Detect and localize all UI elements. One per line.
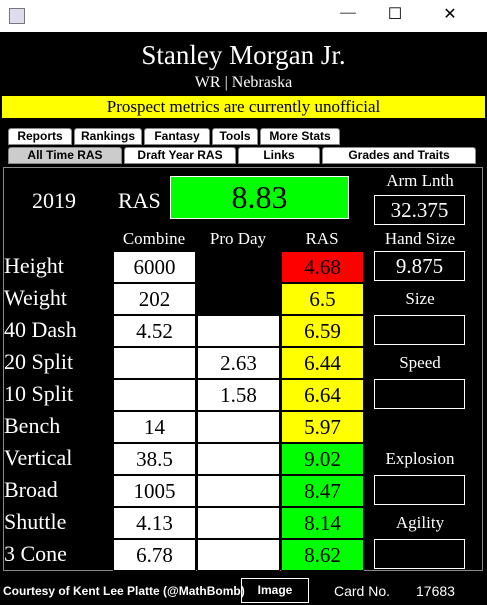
combine-cell: 14 xyxy=(113,411,196,443)
tab[interactable]: More Stats xyxy=(260,128,340,145)
ras-cell: 6.59 xyxy=(281,315,364,347)
title-bar: — ☐ ✕ xyxy=(0,0,487,32)
ras-cell: 5.97 xyxy=(281,411,364,443)
combine-cell: 1005 xyxy=(113,475,196,507)
row-label: 20 Split xyxy=(4,349,74,374)
tab[interactable]: Draft Year RAS xyxy=(124,147,236,164)
image-button[interactable]: Image xyxy=(241,578,309,603)
grade-box xyxy=(374,379,465,409)
ras-cell: 8.47 xyxy=(281,475,364,507)
column-header: RAS xyxy=(305,229,339,248)
grade-label: Agility xyxy=(395,513,445,532)
row-label: Weight xyxy=(4,285,67,310)
tab[interactable]: Reports xyxy=(8,128,72,145)
tab[interactable]: All Time RAS xyxy=(8,147,122,164)
combine-cell: 6000 xyxy=(113,251,196,283)
minimize-button[interactable]: — xyxy=(340,4,356,21)
row-label: Height xyxy=(4,253,64,278)
grade-label: Speed xyxy=(399,353,441,372)
tab[interactable]: Links xyxy=(238,147,320,164)
banner: Prospect metrics are currently unofficia… xyxy=(2,96,485,118)
row-label: Bench xyxy=(4,413,61,438)
ras-cell: 8.14 xyxy=(281,507,364,539)
row-label: Shuttle xyxy=(4,509,67,534)
app-icon xyxy=(9,8,25,24)
close-button[interactable]: ✕ xyxy=(443,6,457,23)
combine-cell: 4.52 xyxy=(113,315,196,347)
combine-cell xyxy=(113,379,196,411)
pro-day-cell xyxy=(197,283,280,315)
tab[interactable]: Grades and Traits xyxy=(322,147,476,164)
tab[interactable]: Fantasy xyxy=(144,128,210,145)
row-label: Broad xyxy=(4,477,58,502)
grade-label: Size xyxy=(405,289,435,308)
pro-day-cell xyxy=(197,315,280,347)
ras-cell: 4.68 xyxy=(281,251,364,283)
player-name: Stanley Morgan Jr. xyxy=(141,40,346,70)
ras-label: RAS xyxy=(118,188,161,213)
row-label: 10 Split xyxy=(4,381,74,406)
pro-day-cell xyxy=(197,251,280,283)
row-label: 40 Dash xyxy=(4,317,77,342)
ras-cell: 6.64 xyxy=(281,379,364,411)
combine-cell: 202 xyxy=(113,283,196,315)
maximize-button[interactable]: ☐ xyxy=(387,6,403,23)
row-label: 3 Cone xyxy=(4,541,67,566)
pro-day-cell xyxy=(197,539,280,571)
combine-cell: 38.5 xyxy=(113,443,196,475)
credit: Courtesy of Kent Lee Platte (@MathBomb) xyxy=(3,584,245,598)
tab[interactable]: Tools xyxy=(212,128,258,145)
arm-length: 32.375 xyxy=(374,195,465,225)
grade-box xyxy=(374,315,465,345)
pro-day-cell xyxy=(197,475,280,507)
column-header: Pro Day xyxy=(209,229,267,248)
ras-cell: 6.5 xyxy=(281,283,364,315)
pro-day-cell xyxy=(197,507,280,539)
pro-day-cell xyxy=(197,411,280,443)
arm-length-label: Arm Lnth xyxy=(386,171,454,190)
pro-day-cell xyxy=(197,443,280,475)
combine-cell: 6.78 xyxy=(113,539,196,571)
card-label: Card No. xyxy=(334,583,391,599)
pro-day-cell: 2.63 xyxy=(197,347,280,379)
hand-size: 9.875 xyxy=(374,251,465,281)
grade-label: Explosion xyxy=(385,449,455,468)
combine-cell xyxy=(113,347,196,379)
tab[interactable]: Rankings xyxy=(74,128,142,145)
combine-cell: 4.13 xyxy=(113,507,196,539)
position-school: WR | Nebraska xyxy=(194,74,293,91)
grade-box xyxy=(374,475,465,505)
hand-size-label: Hand Size xyxy=(384,229,456,248)
year: 2019 xyxy=(32,188,76,213)
ras-cell: 6.44 xyxy=(281,347,364,379)
ras-cell: 8.62 xyxy=(281,539,364,571)
card-number: 17683 xyxy=(416,583,455,599)
column-header: Combine xyxy=(122,229,186,248)
ras-cell: 9.02 xyxy=(281,443,364,475)
grade-box xyxy=(374,539,465,569)
ras-score: 8.83 xyxy=(170,176,349,219)
pro-day-cell: 1.58 xyxy=(197,379,280,411)
row-label: Vertical xyxy=(4,445,73,470)
